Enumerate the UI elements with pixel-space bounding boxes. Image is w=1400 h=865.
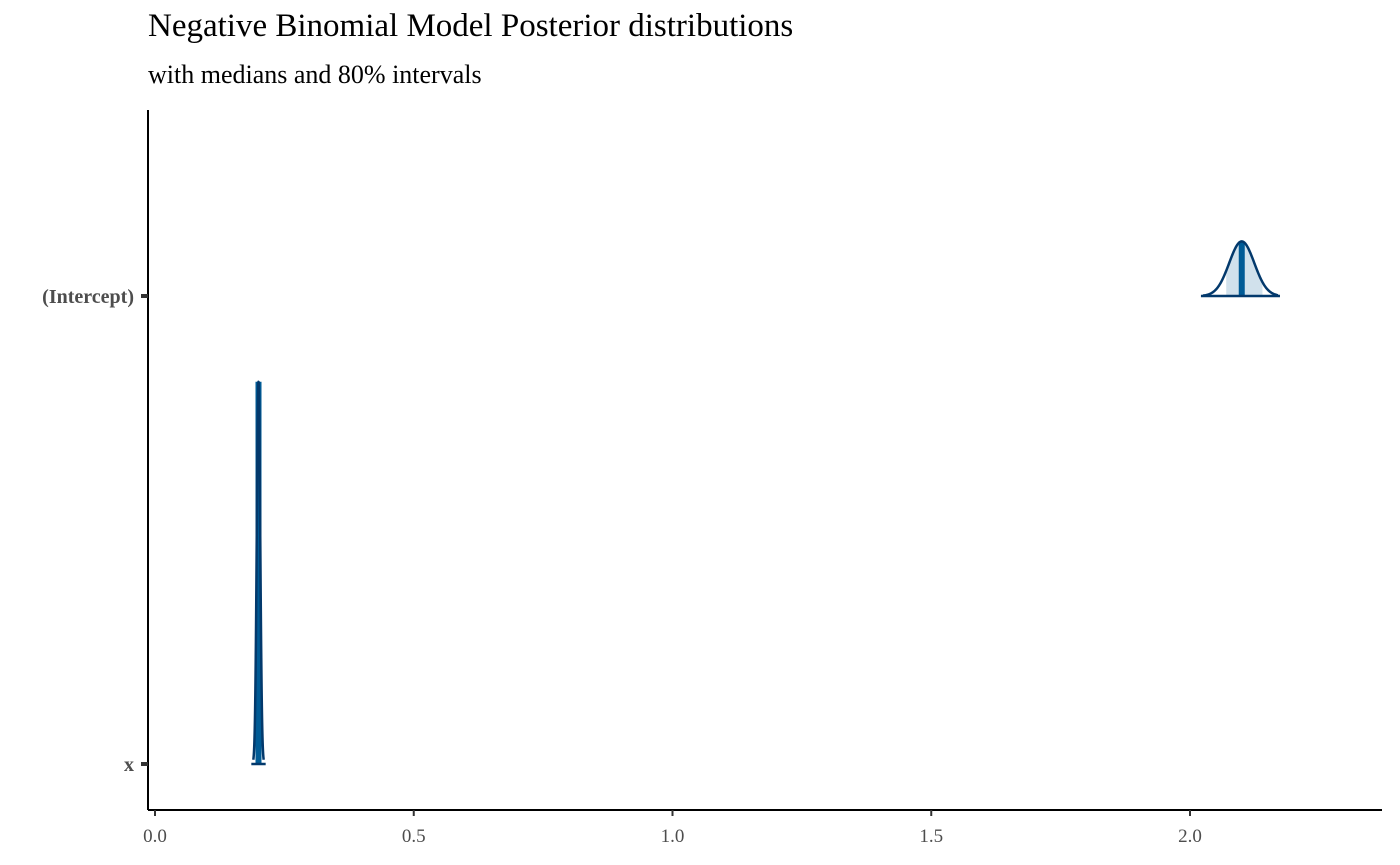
- density-intercept: [1200, 240, 1280, 298]
- x-tick-label: 2.0: [1178, 826, 1202, 847]
- chart-subtitle: with medians and 80% intervals: [148, 60, 482, 89]
- density-outline: [252, 380, 265, 761]
- x-tick-label: 1.0: [661, 826, 685, 847]
- x-tick-label: 0.0: [143, 826, 167, 847]
- chart-title: Negative Binomial Model Posterior distri…: [148, 8, 794, 44]
- x-tick-label: 1.5: [919, 826, 943, 847]
- x-tick-label: 0.5: [402, 826, 426, 847]
- y-tick-label: (Intercept): [42, 286, 134, 308]
- density-outline: [1202, 240, 1279, 297]
- density-areas: [251, 240, 1280, 766]
- density-x: [251, 380, 266, 766]
- y-tick-label: x: [124, 754, 134, 776]
- axes: 0.0 0.5 1.0 1.5 2.0 (Intercept) x: [42, 110, 1382, 847]
